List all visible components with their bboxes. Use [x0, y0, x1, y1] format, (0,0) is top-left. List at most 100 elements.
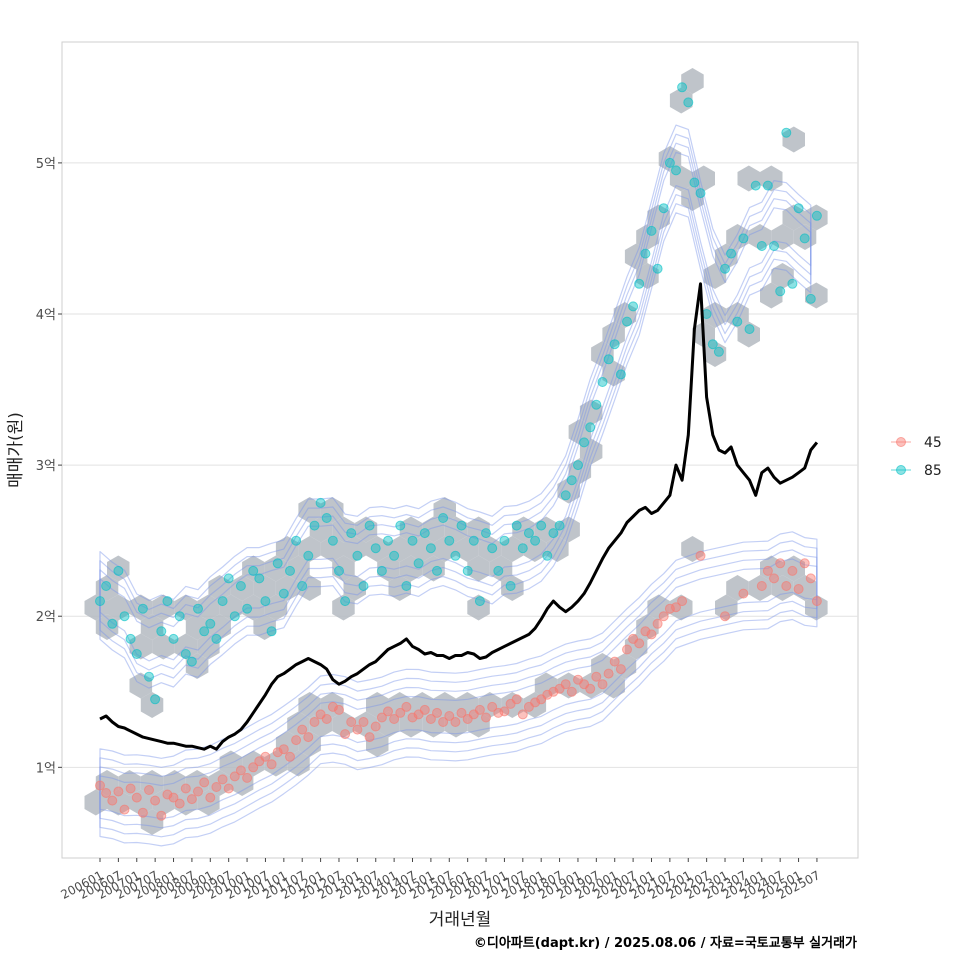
point-45 — [646, 629, 657, 640]
point-85 — [652, 263, 663, 274]
point-85 — [113, 565, 124, 576]
hexbin-cell — [793, 575, 817, 601]
point-45 — [297, 724, 308, 735]
point-85 — [297, 581, 308, 591]
hexbin-cell — [264, 555, 288, 582]
point-85 — [615, 369, 626, 380]
point-45 — [217, 774, 228, 785]
legend-key-point — [896, 465, 906, 475]
point-85 — [199, 626, 210, 637]
point-85 — [646, 225, 657, 236]
density-contour — [99, 558, 818, 820]
point-45 — [493, 707, 504, 718]
point-85 — [162, 596, 173, 607]
point-45 — [321, 714, 332, 724]
point-45 — [450, 717, 461, 727]
point-85 — [738, 233, 749, 244]
point-45 — [389, 714, 400, 724]
hexbin-cell — [602, 360, 625, 387]
hexbin-cell — [771, 224, 794, 250]
point-85 — [425, 543, 436, 554]
point-85 — [334, 565, 344, 576]
point-85 — [573, 460, 583, 471]
point-85 — [560, 490, 571, 501]
point-45 — [695, 550, 706, 561]
density-contour — [99, 549, 818, 829]
point-85 — [193, 603, 203, 614]
hexbin-cell — [568, 458, 592, 484]
point-85 — [395, 520, 406, 531]
hexbin-cell — [163, 770, 186, 796]
point-45 — [542, 689, 553, 700]
point-45 — [346, 717, 357, 727]
hexbin-cell — [197, 789, 220, 816]
hexbin-cell — [152, 594, 175, 621]
hexbin-cell — [726, 302, 749, 328]
point-85 — [321, 513, 332, 523]
legend-key-point — [896, 437, 906, 447]
point-45 — [799, 558, 810, 569]
y-tick-label: 5억 — [36, 157, 56, 172]
point-45 — [634, 638, 645, 649]
hexbin-cell — [174, 633, 198, 660]
hexbin-cell — [95, 575, 119, 601]
hexbin-cell — [185, 770, 209, 796]
hexbin-cell — [681, 536, 704, 562]
point-85 — [407, 535, 418, 546]
hexbin-cell — [129, 672, 153, 699]
hexbin-cell — [332, 594, 355, 621]
hexbin-cell — [669, 165, 693, 192]
point-85 — [223, 573, 234, 584]
point-85 — [591, 399, 602, 410]
point-45 — [474, 704, 485, 715]
point-85 — [303, 550, 314, 561]
point-85 — [285, 565, 295, 576]
hexbin-cell — [107, 594, 130, 621]
hexbin-cell — [534, 672, 558, 699]
point-45 — [199, 777, 210, 788]
point-85 — [156, 626, 167, 637]
hexbin-cell — [433, 536, 456, 562]
point-85 — [383, 535, 393, 546]
point-45 — [591, 671, 602, 682]
hexbin-cell — [782, 204, 805, 231]
density-contour — [99, 133, 812, 680]
point-85 — [137, 603, 148, 614]
hexbin-cell — [197, 633, 220, 660]
point-85 — [242, 603, 253, 614]
point-85 — [542, 550, 553, 561]
point-85 — [554, 520, 565, 531]
hexbin-cell — [501, 692, 524, 718]
point-45 — [162, 789, 173, 800]
point-85 — [413, 558, 424, 569]
hexbin-cell — [760, 282, 783, 309]
point-45 — [769, 573, 779, 584]
point-85 — [174, 611, 185, 622]
point-85 — [634, 278, 645, 289]
point-85 — [689, 177, 700, 188]
point-85 — [769, 241, 779, 251]
hexbin-cell — [253, 575, 276, 601]
point-85 — [254, 573, 265, 584]
point-85 — [107, 618, 118, 629]
point-85 — [272, 558, 283, 569]
hexbin-cell — [174, 594, 198, 621]
point-85 — [119, 611, 130, 622]
point-85 — [450, 550, 461, 561]
point-85 — [793, 203, 804, 214]
point-45 — [622, 644, 632, 655]
point-85 — [376, 565, 387, 576]
density-contour — [99, 124, 812, 689]
point-45 — [174, 798, 185, 809]
point-45 — [205, 792, 216, 803]
point-85 — [481, 528, 491, 539]
hexbin-cell — [782, 555, 805, 582]
panel-background — [61, 41, 859, 859]
point-45 — [671, 602, 681, 613]
point-45 — [640, 626, 651, 637]
point-85 — [517, 543, 528, 554]
point-45 — [370, 721, 381, 732]
point-45 — [603, 668, 614, 679]
hexbin-cell — [287, 711, 310, 738]
